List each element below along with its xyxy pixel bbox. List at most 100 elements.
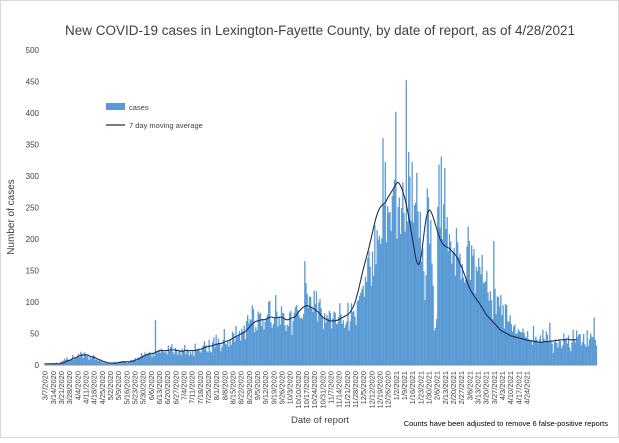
bar	[84, 353, 87, 365]
bar	[355, 324, 357, 365]
bar	[549, 322, 551, 365]
bar	[245, 320, 248, 365]
bar	[409, 176, 411, 365]
bar	[390, 230, 392, 365]
bar	[133, 359, 136, 365]
bar	[104, 363, 106, 365]
bar	[383, 204, 385, 365]
bar	[166, 354, 168, 365]
bar	[202, 345, 204, 365]
bar	[331, 328, 333, 365]
bar	[489, 291, 491, 365]
bar	[230, 344, 232, 365]
bar	[366, 281, 368, 365]
bar	[558, 340, 560, 365]
bar	[591, 336, 593, 365]
bar	[135, 358, 137, 365]
bar	[115, 362, 117, 365]
bar	[453, 247, 455, 365]
bar	[203, 341, 206, 365]
bar	[483, 282, 486, 365]
bar	[101, 361, 103, 365]
bar	[437, 206, 439, 365]
bar	[152, 352, 154, 365]
bar	[79, 356, 81, 365]
x-tick-label: 7/25/2020	[204, 371, 213, 404]
bar	[59, 363, 61, 365]
bar	[377, 239, 379, 365]
bar	[88, 359, 90, 365]
bar	[360, 292, 362, 365]
bar	[462, 277, 465, 365]
bar	[223, 329, 225, 365]
bar	[249, 319, 251, 365]
bar	[272, 324, 274, 365]
bar	[544, 341, 546, 365]
bar	[415, 202, 417, 365]
x-tick-label: 2/6/2021	[433, 371, 442, 400]
bar	[318, 302, 320, 365]
bar	[524, 336, 526, 365]
bar	[100, 361, 102, 365]
bar	[507, 321, 509, 365]
bar	[493, 240, 495, 365]
bar	[464, 282, 466, 365]
bar	[340, 314, 342, 365]
bar	[413, 204, 416, 365]
bar	[496, 296, 498, 365]
x-tick-label: 3/13/2021	[473, 371, 482, 404]
bar	[163, 351, 165, 365]
x-tick-label: 6/20/2020	[163, 371, 172, 404]
bar	[423, 271, 425, 365]
bar	[521, 332, 523, 365]
bar	[146, 353, 148, 365]
bar	[112, 363, 115, 365]
bar	[198, 348, 200, 365]
bar	[539, 335, 542, 365]
bar	[45, 364, 47, 365]
bar	[509, 315, 511, 365]
bar	[345, 324, 347, 365]
x-tick-label: 2/13/2021	[441, 371, 450, 404]
bar	[446, 216, 448, 365]
bar	[121, 361, 123, 365]
bar	[552, 353, 554, 365]
bar	[577, 336, 579, 365]
x-tick-label: 11/28/2020	[351, 371, 360, 408]
bar	[385, 242, 388, 365]
bar	[216, 344, 218, 365]
bar	[475, 266, 477, 365]
bar	[116, 363, 118, 365]
bar	[124, 361, 126, 365]
x-tick-label: 8/8/2020	[220, 371, 229, 400]
bar	[487, 292, 489, 365]
x-tick-label: 1/2/2021	[392, 371, 401, 400]
bar	[430, 220, 432, 365]
bar	[367, 257, 369, 365]
bar	[419, 211, 421, 365]
bar	[480, 274, 482, 365]
bar	[492, 319, 494, 365]
bar	[518, 330, 521, 365]
bar	[479, 266, 481, 365]
bar	[207, 352, 209, 365]
bar	[132, 359, 134, 365]
bar	[461, 264, 463, 365]
bar	[363, 296, 365, 365]
bar	[335, 323, 337, 365]
bar	[75, 356, 77, 365]
bar	[110, 362, 112, 365]
x-tick-label: 12/12/2020	[367, 371, 376, 409]
bar	[532, 325, 535, 365]
bar	[160, 348, 162, 365]
bar	[352, 312, 354, 365]
bar	[324, 313, 326, 365]
x-tick-label: 8/29/2020	[245, 371, 254, 404]
bar	[362, 285, 364, 365]
x-tick-label: 10/31/2020	[318, 371, 327, 409]
bar	[468, 240, 470, 365]
bar	[97, 361, 99, 365]
x-tick-label: 1/23/2021	[416, 371, 425, 404]
bar	[541, 342, 543, 365]
